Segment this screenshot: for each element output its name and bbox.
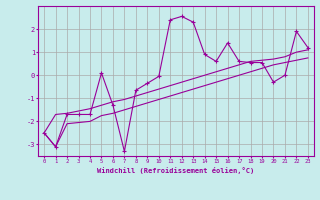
X-axis label: Windchill (Refroidissement éolien,°C): Windchill (Refroidissement éolien,°C)	[97, 167, 255, 174]
